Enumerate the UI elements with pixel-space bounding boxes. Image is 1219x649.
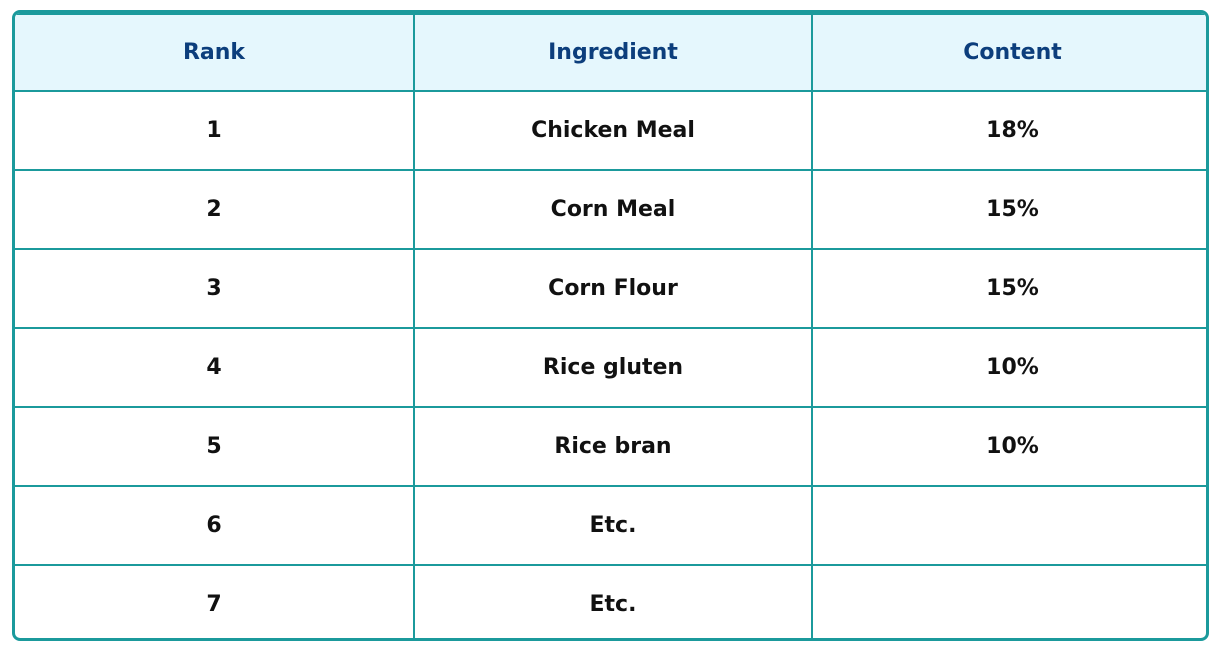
- table-cell: Corn Flour: [413, 248, 813, 329]
- header-cell: Rank: [15, 13, 415, 92]
- table-cell: 10%: [811, 406, 1206, 487]
- table-cell: 18%: [811, 90, 1206, 171]
- table-row: 2 Corn Meal 15%: [15, 169, 1206, 250]
- table-cell: Etc.: [413, 564, 813, 638]
- header-cell: Ingredient: [413, 13, 813, 92]
- table-row: 6 Etc.: [15, 485, 1206, 566]
- table-cell: Rice bran: [413, 406, 813, 487]
- table-cell: 7: [15, 564, 415, 638]
- table-cell: Rice gluten: [413, 327, 813, 408]
- empty-cell: [811, 485, 1206, 566]
- header-cell: Content: [811, 13, 1206, 92]
- table-cell: 6: [15, 485, 415, 566]
- ingredient-table: Rank Ingredient Content 1 Chicken Meal 18% 2 Co…: [15, 13, 1206, 638]
- table-cell: 3: [15, 248, 415, 329]
- table-cell: 15%: [811, 169, 1206, 250]
- table-row: 3 Corn Flour 15%: [15, 248, 1206, 329]
- table-cell: Etc.: [413, 485, 813, 566]
- table-row: 4 Rice gluten 10%: [15, 327, 1206, 408]
- table-cell: Corn Meal: [413, 169, 813, 250]
- table-cell: 1: [15, 90, 415, 171]
- table-row: 1 Chicken Meal 18%: [15, 90, 1206, 171]
- table-row: 7 Etc.: [15, 564, 1206, 638]
- table-cell: 10%: [811, 327, 1206, 408]
- table-cell: Chicken Meal: [413, 90, 813, 171]
- table-cell: 2: [15, 169, 415, 250]
- table-cell: 4: [15, 327, 415, 408]
- table-cell: 5: [15, 406, 415, 487]
- table-cell: 15%: [811, 248, 1206, 329]
- empty-cell: [811, 564, 1206, 638]
- table-frame: Rank Ingredient Content 1 Chicken Meal 18% 2 Co…: [12, 10, 1209, 641]
- header-row: Rank Ingredient Content: [15, 13, 1206, 92]
- table-row: 5 Rice bran 10%: [15, 406, 1206, 487]
